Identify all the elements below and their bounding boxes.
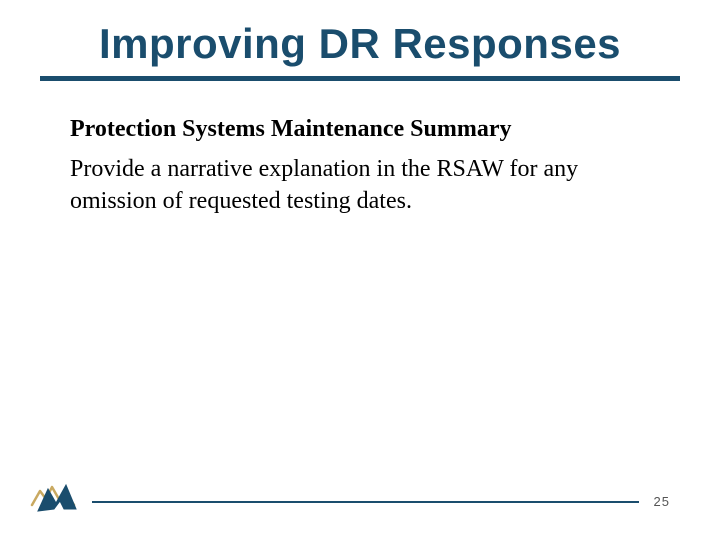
footer-divider [92, 501, 639, 503]
slide-footer: 25 [30, 479, 670, 515]
content-subtitle: Protection Systems Maintenance Summary [70, 116, 650, 143]
content-body: Provide a narrative explanation in the R… [70, 153, 650, 218]
slide-container: Improving DR Responses Protection System… [0, 0, 720, 540]
slide-title: Improving DR Responses [50, 20, 670, 76]
page-number: 25 [654, 494, 670, 509]
logo-icon [30, 479, 80, 515]
title-underline [40, 76, 680, 81]
content-area: Protection Systems Maintenance Summary P… [50, 116, 670, 218]
